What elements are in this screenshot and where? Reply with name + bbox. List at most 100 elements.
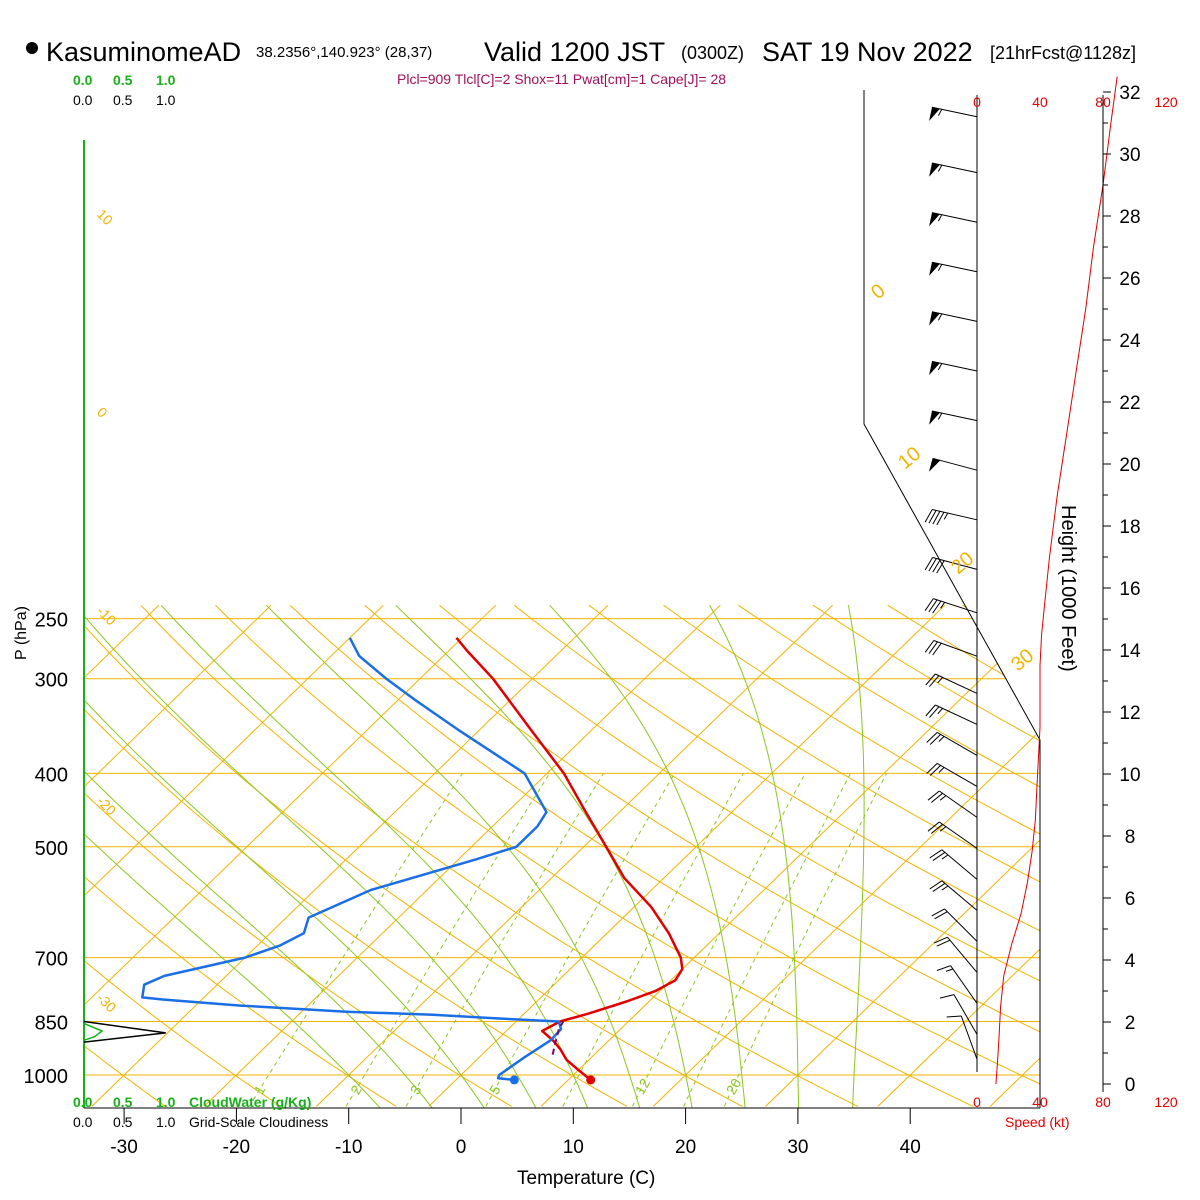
mixing-ratio-line bbox=[632, 773, 806, 1107]
wind-barb-staff bbox=[953, 994, 978, 1035]
moist-adiabat-labels: 0 10 20 30 bbox=[867, 280, 1038, 676]
wind-barb bbox=[929, 106, 978, 121]
moist-adiabat-line bbox=[84, 604, 437, 1108]
dry-adiabat-label: -10 bbox=[94, 603, 120, 629]
isotherm-line bbox=[84, 604, 384, 1107]
speed-tick-label-bottom: 40 bbox=[1032, 1094, 1048, 1110]
height-tick-label: 16 bbox=[1119, 579, 1140, 600]
wind-barb-half-feather bbox=[939, 795, 947, 801]
wind-barb-half-feather bbox=[937, 412, 943, 420]
wind-barb bbox=[929, 410, 978, 425]
height-tick-label: 32 bbox=[1119, 83, 1140, 104]
wind-barb-staff bbox=[931, 360, 978, 372]
wind-barb-feather bbox=[929, 675, 940, 687]
speed-axis-label: Speed (kt) bbox=[1005, 1114, 1070, 1130]
wind-barb-feather bbox=[939, 994, 955, 999]
isotherm-line bbox=[84, 604, 272, 1107]
valid-date: SAT 19 Nov 2022 bbox=[762, 37, 973, 67]
speed-tick-label-bottom: 0 bbox=[973, 1094, 981, 1110]
cloudwater-scale-1: 0.5 bbox=[113, 1094, 133, 1110]
dry-adiabat-line bbox=[1187, 605, 1200, 1106]
wind-barb-staff bbox=[931, 162, 978, 174]
wind-barb bbox=[926, 762, 978, 787]
wind-barb-half-feather bbox=[937, 676, 943, 684]
wind-barb-staff bbox=[950, 965, 978, 1004]
wind-barb-half-feather bbox=[940, 602, 946, 609]
wind-barb-staff bbox=[960, 1015, 978, 1060]
station-coords: 38.2356°,140.923° (28,37) bbox=[256, 44, 432, 61]
mixing-ratio-label: 20 bbox=[723, 1075, 745, 1097]
wind-barb bbox=[929, 311, 978, 326]
wind-barb bbox=[929, 360, 978, 376]
wind-barb bbox=[928, 457, 978, 472]
cloudiness-scale-top-1: 0.5 bbox=[113, 92, 133, 108]
height-tick-label: 20 bbox=[1119, 455, 1140, 476]
pressure-tick-label: 700 bbox=[35, 949, 68, 971]
speed-tick-label-top: 0 bbox=[973, 94, 981, 110]
wind-barb-feather bbox=[936, 939, 951, 947]
wind-barb-pennant bbox=[929, 361, 940, 376]
wind-barb-half-feather bbox=[937, 363, 943, 371]
isotherm-line bbox=[84, 604, 497, 1107]
dry-adiabat-line bbox=[84, 604, 282, 1107]
cloud-profiles bbox=[83, 1020, 166, 1043]
wind-barb-feather bbox=[929, 734, 941, 745]
isotherm-line bbox=[203, 604, 721, 1107]
pressure-tick-label: 850 bbox=[35, 1013, 68, 1035]
mixing-ratio-line bbox=[405, 773, 604, 1107]
moist-adiabat-line bbox=[709, 604, 800, 1108]
wind-barb-staff bbox=[933, 640, 978, 657]
isotherm-line bbox=[1103, 605, 1200, 1106]
moist-adiabat-label: 20 bbox=[947, 548, 978, 579]
isotherm-line bbox=[84, 604, 160, 1107]
pressure-tick-label: 300 bbox=[35, 670, 68, 692]
cloud-scale-top-2: 1.0 bbox=[156, 72, 176, 88]
wind-barb-pennant bbox=[929, 212, 940, 227]
wind-barb-feather bbox=[936, 511, 945, 526]
moist-adiabat-line bbox=[84, 604, 539, 1108]
dewpoint-line bbox=[141, 637, 563, 1082]
wind-barb-half-feather bbox=[943, 512, 949, 520]
wind-barb-feather bbox=[928, 641, 938, 654]
mixing-ratio-label: 5 bbox=[486, 1082, 504, 1097]
height-tick-label: 4 bbox=[1125, 951, 1136, 972]
wind-barb bbox=[929, 849, 978, 880]
dry-adiabat-label: -30 bbox=[94, 990, 120, 1016]
wind-barb-pennant bbox=[929, 163, 940, 177]
mixing-ratio-line bbox=[723, 773, 888, 1107]
wind-barb-feather bbox=[932, 851, 946, 862]
wind-barb-staff bbox=[931, 410, 978, 422]
wind-barb-pennant bbox=[928, 458, 941, 472]
mixing-ratio-line bbox=[562, 773, 744, 1107]
moist-adiabat-line bbox=[847, 605, 865, 1108]
height-tick-label: 10 bbox=[1119, 765, 1140, 786]
height-axis-label: Height (1000 Feet) bbox=[1057, 505, 1079, 672]
isotherm-line bbox=[540, 604, 1040, 1107]
wind-barb-half-feather bbox=[941, 854, 949, 860]
height-tick-label: 12 bbox=[1119, 703, 1140, 724]
speed-tick-label-top: 80 bbox=[1095, 94, 1111, 110]
wind-barb-staff bbox=[941, 849, 978, 880]
wind-barb bbox=[939, 994, 978, 1035]
mixing-ratio-line bbox=[485, 773, 676, 1107]
dry-adiabat-line bbox=[962, 604, 1040, 1107]
mixing-ratio-line bbox=[248, 773, 463, 1107]
height-tick-label: 2 bbox=[1125, 1013, 1136, 1034]
wind-barb bbox=[925, 673, 978, 694]
cloud-legend: 0.0 0.5 1.0 CloudWater (g/Kg) 0.0 0.5 1.… bbox=[73, 1094, 328, 1130]
dry-adiabat-line bbox=[84, 604, 166, 1107]
wind-barb bbox=[924, 557, 978, 574]
wind-barb bbox=[946, 1015, 978, 1060]
temperature-tick-label: 10 bbox=[563, 1137, 584, 1158]
plot-boundary bbox=[863, 90, 1041, 1108]
pressure-axis: 250 300 400 500 700 850 1000 bbox=[24, 610, 69, 1088]
cloudiness-scale-2: 1.0 bbox=[156, 1114, 176, 1130]
zulu-time: (0300Z) bbox=[681, 43, 744, 63]
temperature-tick-label: 0 bbox=[456, 1137, 467, 1158]
height-tick-label: 8 bbox=[1125, 827, 1136, 848]
wind-barb bbox=[924, 640, 978, 657]
wind-barb-half-feather bbox=[937, 264, 943, 271]
